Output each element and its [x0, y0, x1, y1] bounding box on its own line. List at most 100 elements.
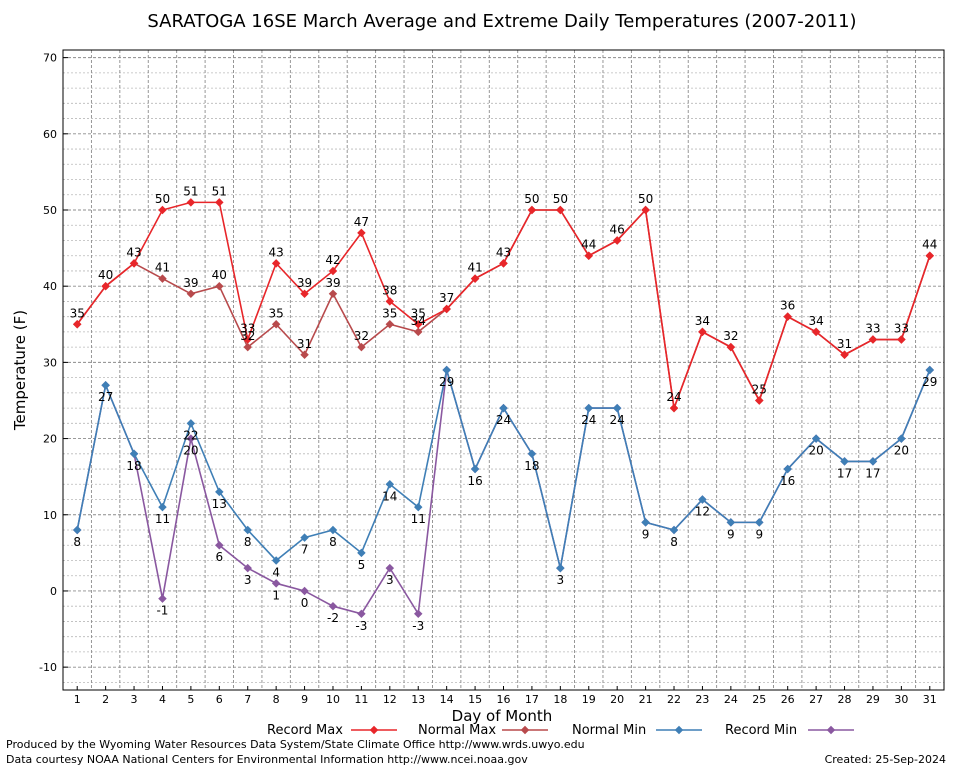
record-max-point	[271, 259, 281, 268]
x-tick-label: 27	[809, 693, 823, 706]
normal-max-point	[300, 350, 309, 360]
record-max-label: 35	[70, 306, 85, 320]
legend-swatch-marker	[674, 725, 684, 735]
record-max-label: 32	[723, 329, 738, 343]
record-max-point	[243, 335, 252, 344]
record-max-label: 41	[467, 261, 482, 275]
y-axis-ticks: -10 0 10 20 30 40 50 60 70	[39, 52, 68, 674]
normal-max-point	[413, 327, 423, 337]
normal-min-point	[385, 480, 395, 489]
record-min-label: 27	[98, 390, 113, 404]
y-tick-label: -10	[39, 661, 57, 674]
normal-min-label: 11	[155, 512, 170, 526]
normal-max-label: 39	[183, 276, 198, 290]
normal-min-point	[158, 502, 167, 512]
x-axis-label: Day of Month	[452, 707, 553, 725]
record-min-label: 6	[215, 550, 223, 564]
record-min-label: 16	[467, 474, 482, 488]
x-tick-label: 16	[497, 693, 511, 706]
x-tick-label: 28	[838, 693, 852, 706]
record-max-point	[413, 320, 423, 329]
normal-max-point	[158, 274, 167, 283]
normal-max-point	[243, 342, 252, 352]
record-max-label: 33	[240, 322, 255, 336]
normal-min-label: 4	[272, 565, 280, 579]
record-max-label: 40	[98, 268, 113, 282]
x-tick-label: 15	[468, 693, 482, 706]
normal-min-label: 11	[411, 512, 426, 526]
y-tick-label: 20	[43, 433, 57, 446]
x-tick-label: 25	[752, 693, 766, 706]
y-tick-label: 40	[43, 280, 57, 293]
x-tick-label: 1	[74, 693, 81, 706]
y-tick-label: 70	[43, 52, 57, 65]
record-min-label: 12	[695, 505, 710, 519]
normal-max-point	[271, 320, 281, 329]
record-max-label: 43	[496, 245, 511, 259]
legend: Record Max Normal Max Normal Min Record Min	[267, 723, 854, 738]
record-min-label: 16	[780, 474, 795, 488]
legend-label: Record Min	[725, 723, 797, 738]
normal-min-point	[300, 533, 309, 542]
record-max-point	[158, 205, 167, 215]
normal-min-point	[783, 464, 792, 474]
record-min-label: 9	[727, 527, 735, 541]
y-tick-label: 60	[43, 128, 57, 141]
series-lines: 3540435041513951403332433539314239473238…	[70, 184, 938, 632]
x-tick-label: 5	[187, 693, 194, 706]
y-tick-label: 30	[43, 356, 57, 369]
x-tick-label: 14	[440, 693, 454, 706]
record-min-label: 24	[581, 413, 596, 427]
normal-min-point	[726, 518, 736, 527]
x-tick-label: 12	[383, 693, 397, 706]
normal-min-point	[868, 457, 878, 466]
normal-min-label: 7	[301, 543, 309, 557]
record-max-label: 47	[354, 215, 369, 229]
footer-credit-line1: Produced by the Wyoming Water Resources …	[6, 738, 585, 751]
record-max-label: 34	[695, 314, 710, 328]
record-max-point	[72, 320, 82, 329]
record-max-point	[868, 335, 878, 344]
x-tick-label: 22	[667, 693, 681, 706]
legend-label: Normal Min	[572, 723, 646, 738]
normal-max-label: 32	[240, 329, 255, 343]
legend-label: Record Max	[267, 723, 343, 738]
record-max-point	[101, 281, 110, 291]
record-min-label: -2	[327, 611, 339, 625]
record-max-label: 50	[638, 192, 653, 206]
record-min-point	[186, 434, 196, 443]
normal-min-point	[925, 365, 935, 375]
record-max-point	[527, 205, 537, 215]
legend-label: Normal Max	[418, 723, 496, 738]
normal-max-label: 41	[155, 261, 170, 275]
legend-swatch-marker	[369, 725, 379, 735]
record-max-point	[783, 312, 792, 321]
record-max-label: 31	[837, 337, 852, 351]
normal-max-label: 39	[325, 276, 340, 290]
record-max-label: 50	[524, 192, 539, 206]
normal-max-label: 34	[411, 314, 426, 328]
record-min-label: 29	[439, 375, 454, 389]
record-min-point	[158, 594, 167, 603]
normal-max-label: 35	[382, 306, 397, 320]
normal-min-point	[328, 525, 338, 535]
record-min-label: 24	[496, 413, 511, 427]
x-tick-label: 4	[159, 693, 166, 706]
record-min-point	[413, 609, 423, 619]
record-max-label: 35	[411, 306, 426, 320]
normal-min-point	[698, 495, 707, 504]
normal-max-line	[76, 208, 931, 409]
record-min-point	[357, 609, 366, 619]
plot-frame	[62, 49, 945, 691]
x-tick-label: 31	[923, 693, 937, 706]
normal-min-point	[413, 502, 423, 512]
record-min-label: 17	[837, 466, 852, 480]
x-tick-label: 18	[553, 693, 567, 706]
record-max-point	[897, 335, 906, 344]
record-min-label: 18	[126, 459, 141, 473]
x-tick-label: 20	[610, 693, 624, 706]
record-max-point	[470, 274, 480, 283]
normal-min-label: 8	[329, 535, 337, 549]
record-min-label: 3	[244, 573, 252, 587]
